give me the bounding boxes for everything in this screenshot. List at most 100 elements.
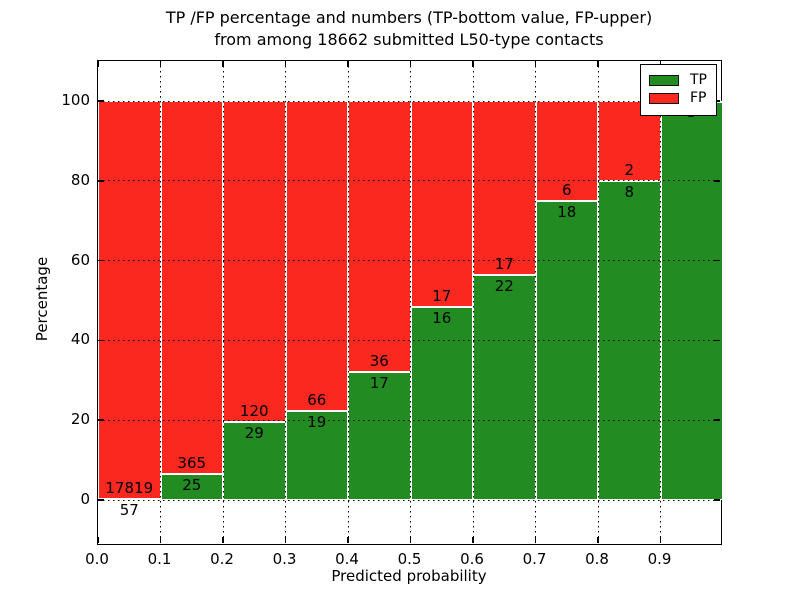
x-tick-mark	[409, 537, 412, 543]
bar-segment-fp	[160, 101, 223, 475]
grid-layer	[98, 61, 721, 544]
vertical-gridline	[660, 61, 661, 544]
y-tick-mark	[714, 499, 720, 501]
tp-count-label: 57	[119, 500, 139, 519]
x-axis-label: Predicted probability	[331, 567, 487, 585]
x-tick-label: 0.1	[147, 550, 172, 568]
y-tick-label: 0	[80, 490, 90, 508]
y-axis-label: Percentage	[33, 256, 51, 342]
legend-color-patch	[649, 75, 679, 86]
x-tick-label: 0.3	[272, 550, 297, 568]
vertical-gridline	[222, 61, 224, 544]
y-tick-mark	[714, 419, 720, 421]
fp-count-label: 66	[307, 390, 327, 409]
bar-segment-tp	[223, 422, 286, 500]
y-tick-mark	[98, 180, 104, 182]
vertical-gridline	[347, 61, 349, 544]
vertical-gridline	[597, 61, 599, 544]
legend: TP FP	[640, 64, 717, 116]
tp-count-label: 8	[624, 182, 635, 201]
horizontal-gridline	[98, 100, 721, 102]
fp-count-label: 365	[177, 454, 207, 473]
y-tick-mark	[98, 419, 104, 421]
x-tick-mark	[347, 61, 349, 67]
x-tick-label: 0.5	[397, 550, 422, 568]
tp-count-label: 18	[557, 202, 577, 221]
x-tick-mark	[534, 61, 537, 67]
x-tick-mark	[597, 537, 599, 543]
x-tick-label: 0.6	[460, 550, 484, 568]
y-tick-label: 80	[70, 170, 90, 189]
x-tick-label: 0.4	[335, 550, 359, 568]
chart-title: TP /FP percentage and numbers (TP-bottom…	[166, 7, 652, 51]
y-tick-mark	[98, 499, 104, 501]
legend-entry-label: FP	[690, 90, 707, 106]
plot-area: 178195736525120296619361717161722618283 …	[97, 60, 723, 545]
x-tick-mark	[472, 61, 474, 67]
vertical-gridline	[160, 61, 161, 544]
y-tick-mark	[714, 100, 720, 102]
y-tick-mark	[98, 259, 104, 262]
x-tick-mark	[534, 537, 537, 543]
fp-count-label: 36	[369, 352, 389, 371]
legend-entry: TP	[649, 73, 707, 88]
horizontal-gridline	[98, 260, 721, 262]
fp-count-label: 6	[561, 180, 572, 199]
x-tick-mark	[472, 537, 474, 543]
vertical-gridline	[285, 61, 286, 544]
y-tick-label: 100	[61, 91, 90, 109]
tp-count-label: 19	[307, 412, 327, 431]
vertical-gridline	[535, 61, 536, 544]
x-tick-mark	[222, 61, 224, 67]
vertical-gridline	[472, 61, 474, 544]
y-tick-label: 60	[70, 250, 90, 269]
tp-count-label: 17	[369, 374, 389, 393]
x-tick-mark	[284, 537, 287, 543]
y-tick-label: 20	[70, 410, 90, 429]
x-tick-label: 0.8	[585, 550, 609, 568]
y-tick-mark	[98, 100, 104, 102]
x-tick-mark	[284, 61, 287, 67]
legend-entry: FP	[649, 91, 707, 106]
fp-count-label: 17	[494, 254, 514, 273]
x-tick-mark	[659, 537, 662, 543]
y-tick-mark	[714, 180, 720, 182]
legend-color-patch	[649, 93, 679, 104]
y-tick-label: 40	[70, 330, 90, 349]
x-tick-label: 0.7	[522, 550, 547, 568]
tp-count-label: 22	[494, 276, 514, 295]
tp-count-label: 25	[182, 476, 202, 495]
bars-layer	[98, 61, 723, 544]
bar-segment-fp	[348, 101, 411, 373]
horizontal-gridline	[98, 180, 721, 182]
x-tick-label: 0.0	[85, 550, 109, 568]
chart-title-line2: from among 18662 submitted L50-type cont…	[214, 30, 604, 49]
bar-segment-fp	[223, 101, 286, 423]
fp-count-label: 120	[239, 402, 269, 421]
tp-count-label: 16	[432, 308, 452, 327]
y-tick-mark	[98, 339, 104, 342]
x-tick-mark	[97, 537, 99, 543]
x-tick-mark	[159, 537, 162, 543]
tp-count-label: 29	[244, 424, 264, 443]
bar-segment-fp	[473, 101, 536, 275]
x-tick-mark	[409, 61, 412, 67]
chart-title-line1: TP /FP percentage and numbers (TP-bottom…	[165, 8, 653, 27]
x-tick-mark	[222, 537, 224, 543]
x-tick-mark	[347, 537, 349, 543]
x-tick-mark	[97, 61, 99, 67]
bar-segment-tp	[660, 101, 723, 500]
x-tick-mark	[597, 61, 599, 67]
horizontal-gridline	[98, 339, 721, 341]
x-tick-label: 0.9	[647, 550, 672, 568]
bar-segment-tp	[473, 274, 536, 500]
bar-value-labels-layer: 178195736525120296619361717161722618283	[98, 61, 721, 544]
bar-segment-tp	[348, 372, 411, 500]
fp-count-label: 17819	[105, 478, 154, 497]
y-tick-mark	[714, 259, 720, 262]
fp-count-label: 17	[432, 286, 452, 305]
x-tick-mark	[159, 61, 162, 67]
x-tick-label: 0.2	[210, 550, 234, 568]
horizontal-gridline	[98, 419, 721, 421]
